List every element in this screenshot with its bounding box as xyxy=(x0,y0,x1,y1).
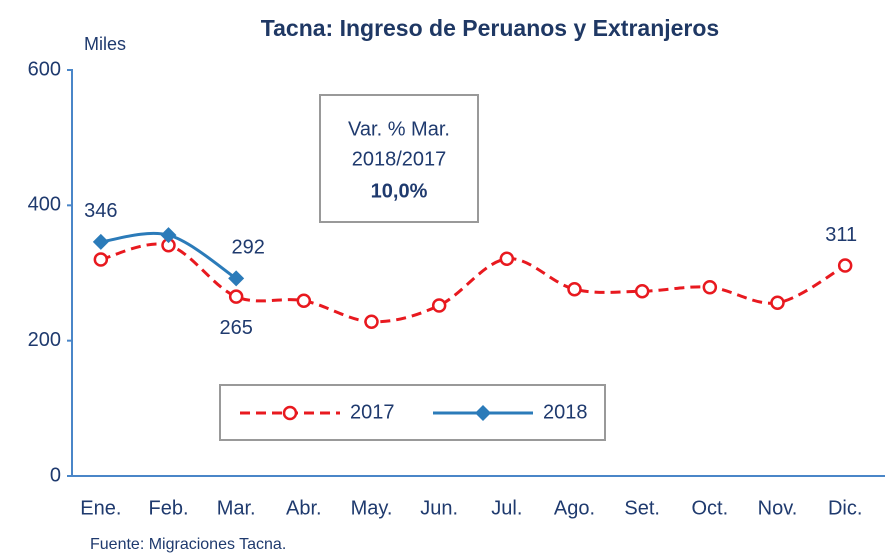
point xyxy=(160,227,177,244)
y-tick-label: 0 xyxy=(50,464,61,486)
legend-label: 2018 xyxy=(543,401,588,423)
point xyxy=(702,279,718,295)
point xyxy=(92,233,109,250)
source: Fuente: Migraciones Tacna. xyxy=(90,536,286,553)
legend-label: 2017 xyxy=(350,401,395,423)
point xyxy=(837,258,853,273)
annotation-box xyxy=(319,94,479,223)
x-tick-label: Ago. xyxy=(554,497,595,519)
x-tick-label: Abr. xyxy=(286,497,322,519)
x-tick-label: Jul. xyxy=(491,497,522,519)
data-label: 311 xyxy=(825,224,857,246)
y-axis-label: Miles xyxy=(84,34,126,54)
x-tick-label: Feb. xyxy=(148,497,188,519)
x-tick-label: Dic. xyxy=(828,497,862,519)
point xyxy=(499,251,515,267)
y-tick-label: 600 xyxy=(28,58,61,80)
y-tick-label: 400 xyxy=(28,194,61,216)
point xyxy=(634,284,650,299)
series-line xyxy=(100,242,846,324)
point xyxy=(770,295,785,311)
data-label: 265 xyxy=(219,317,252,339)
chart-title: Tacna: Ingreso de Peruanos y Extranjeros xyxy=(261,15,719,41)
annotation-line: 10,0% xyxy=(371,180,428,202)
x-tick-label: Nov. xyxy=(758,497,798,519)
x-tick-label: Oct. xyxy=(691,497,728,519)
y-tick-label: 200 xyxy=(28,329,61,351)
point xyxy=(93,252,109,267)
legend-marker xyxy=(475,405,491,421)
point xyxy=(228,289,244,304)
point xyxy=(567,281,582,297)
x-tick-label: Jun. xyxy=(420,497,458,519)
point xyxy=(228,270,245,287)
point xyxy=(296,293,312,308)
data-label: 346 xyxy=(84,200,117,222)
x-tick-label: Ene. xyxy=(80,497,121,519)
data-label: 292 xyxy=(231,237,264,259)
annotation-line: Var. % Mar. xyxy=(348,118,450,140)
point xyxy=(431,298,447,313)
x-tick-label: Mar. xyxy=(217,497,256,519)
x-tick-label: Set. xyxy=(624,497,660,519)
legend-marker xyxy=(282,405,298,421)
x-tick-label: May. xyxy=(351,497,393,519)
annotation-line: 2018/2017 xyxy=(352,148,447,170)
point xyxy=(364,314,379,329)
